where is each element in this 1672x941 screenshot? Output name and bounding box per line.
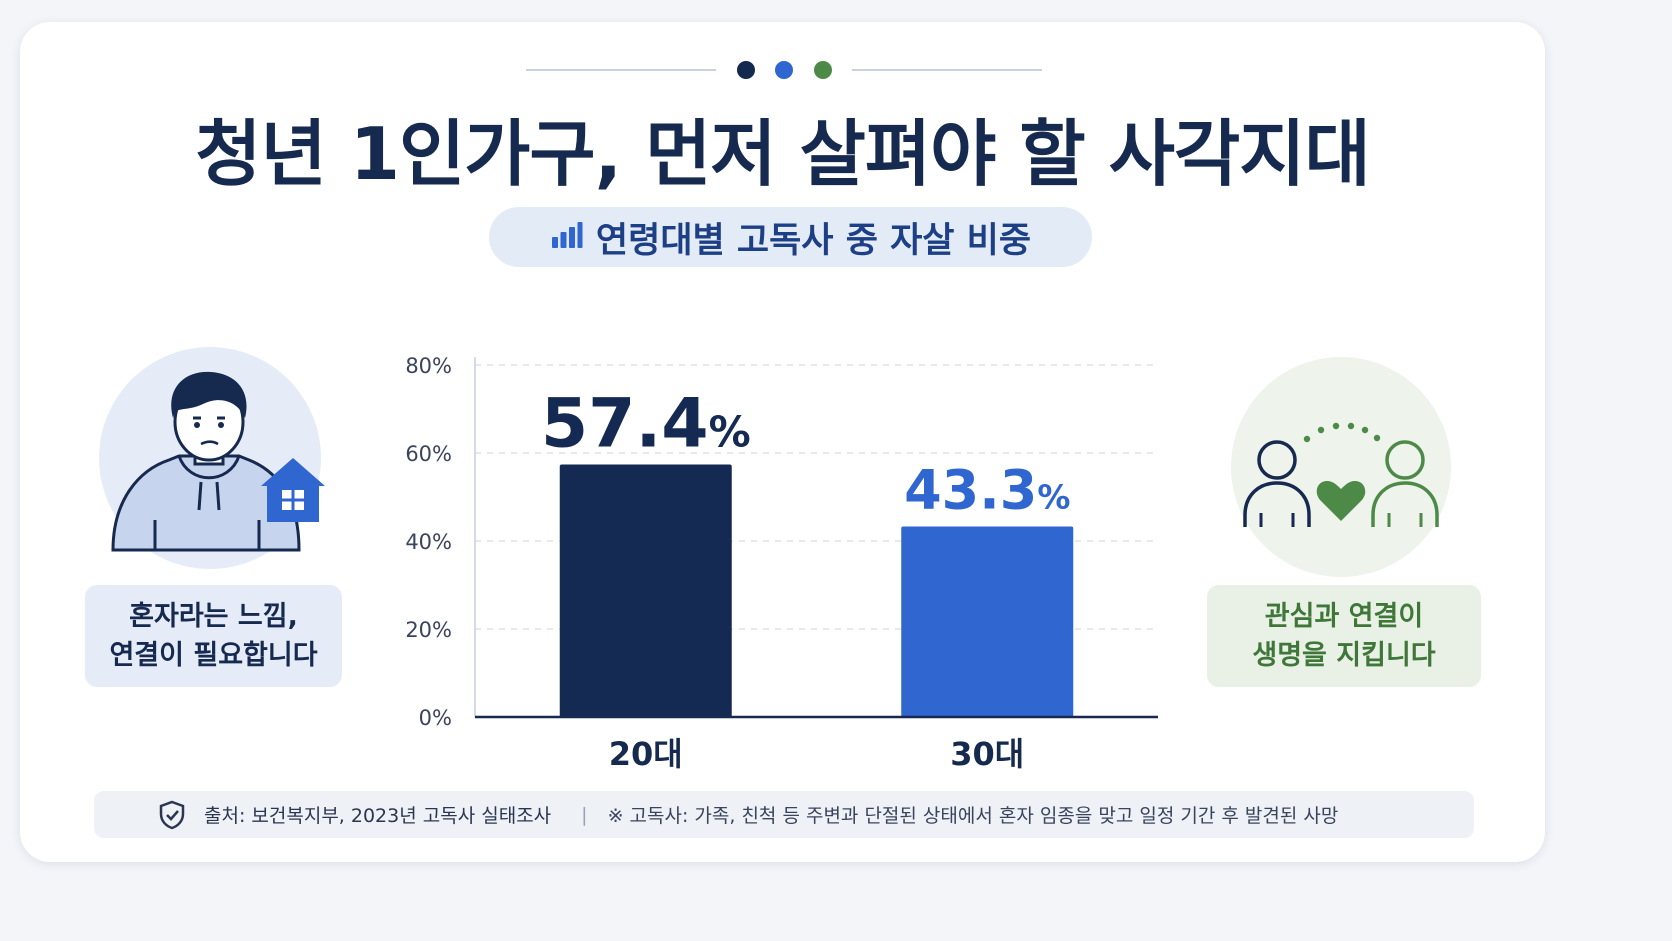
left-message-line2: 연결이 필요합니다 bbox=[109, 640, 318, 671]
footer-separator: | bbox=[581, 803, 588, 826]
header-decoration bbox=[526, 60, 1042, 80]
x-tick-label: 20대 bbox=[609, 735, 683, 773]
source-footer: 출처: 보건복지부, 2023년 고독사 실태조사 | ※ 고독사: 가족, 친… bbox=[94, 791, 1474, 838]
y-tick-label: 20% bbox=[405, 618, 452, 642]
y-tick-label: 80% bbox=[405, 354, 452, 378]
footer-definition: ※ 고독사: 가족, 친척 등 주변과 단절된 상태에서 혼자 임종을 맞고 일… bbox=[607, 805, 1339, 827]
chart-subtitle: 연령대별 고독사 중 자살 비중 bbox=[595, 220, 1032, 261]
left-message-line1: 혼자라는 느낌, bbox=[129, 601, 298, 632]
right-message-line1: 관심과 연결이 bbox=[1264, 601, 1424, 632]
x-tick-label: 30대 bbox=[950, 735, 1024, 773]
right-message-box: 관심과 연결이 생명을 지킵니다 bbox=[1207, 585, 1481, 687]
left-message-box: 혼자라는 느낌, 연결이 필요합니다 bbox=[85, 585, 342, 687]
footer-source: 출처: 보건복지부, 2023년 고독사 실태조사 bbox=[204, 805, 552, 827]
chart-subtitle-pill: 연령대별 고독사 중 자살 비중 bbox=[489, 207, 1092, 267]
person-hoodie-with-house-icon bbox=[111, 371, 325, 552]
y-tick-label: 40% bbox=[405, 530, 452, 554]
data-label: 43.3% bbox=[904, 458, 1070, 521]
bar-chart-icon bbox=[550, 221, 584, 253]
bar-30대 bbox=[901, 526, 1074, 717]
data-label: 57.4% bbox=[541, 384, 751, 463]
shield-check-icon bbox=[158, 800, 186, 830]
decoration-dot-blue bbox=[775, 61, 793, 79]
page-title: 청년 1인가구, 먼저 살펴야 할 사각지대 bbox=[195, 112, 1370, 196]
two-people-heart-icon bbox=[1243, 422, 1439, 527]
right-message-line2: 생명을 지킵니다 bbox=[1252, 640, 1436, 671]
bar-20대 bbox=[559, 464, 732, 717]
decoration-line-left bbox=[526, 69, 716, 71]
decoration-dot-navy bbox=[737, 61, 755, 79]
y-tick-label: 0% bbox=[419, 706, 452, 730]
right-illustration-circle bbox=[1231, 357, 1451, 577]
decoration-dot-green bbox=[814, 61, 832, 79]
y-tick-label: 60% bbox=[405, 442, 452, 466]
decoration-line-right bbox=[852, 69, 1042, 71]
